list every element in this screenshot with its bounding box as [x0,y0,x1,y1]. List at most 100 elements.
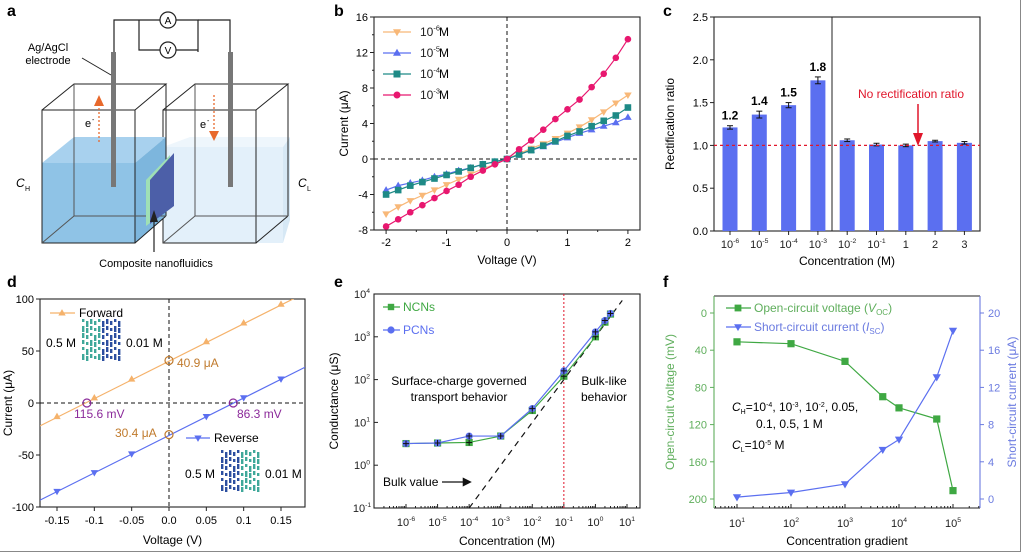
y-tick-label: 4 [362,119,368,131]
data-point [406,198,415,205]
data-point [932,374,941,382]
legend-unit: M [439,67,449,81]
legend-marker [387,303,395,311]
inset-stripe [257,466,260,470]
y-tick-label: 0 [362,154,368,166]
y-left-tick-label: 0 [701,308,707,320]
region-label-bulk-1: Bulk-like [581,374,627,388]
inset-stripe [110,335,113,341]
legend-label: 10-5 [420,45,440,60]
x-tick-label: 2 [932,239,938,251]
data-point [90,393,99,401]
y-tick-label: 0.5 [693,183,708,195]
data-point [949,487,957,495]
data-point [239,395,248,402]
inset-stripe [221,485,224,491]
data-point [443,187,450,195]
x-tick-label: 104 [891,517,907,530]
x-tick-label: -0.1 [85,515,104,527]
voltmeter-icon: V [159,41,177,59]
inset-stripe [249,466,252,472]
inset-stripe [245,471,248,477]
bar [927,141,943,231]
y-tick-label: 100 [354,459,370,472]
inset-stripe [233,466,236,472]
data-label: 1.4 [751,94,768,108]
inset-stripe [233,452,236,456]
inset-stripe [229,464,232,467]
x-tick-label: 0.05 [196,515,217,527]
data-point [479,167,487,174]
inset-stripe [225,487,228,492]
data-point [786,489,796,497]
data-point [624,35,632,43]
annotation-text: No rectification ratio [858,87,964,101]
inset-left-label: 0.5 M [46,336,76,350]
inset-stripe [98,319,101,322]
y-left-tick-label: 120 [689,420,707,432]
legend-label-reverse: Reverse [214,431,259,445]
data-point [787,340,795,348]
x-tick-label: 10-5 [750,238,769,251]
error-cross [601,317,608,324]
data-point [454,176,463,184]
annotation-circle [228,398,238,408]
x-tick-label: 102 [783,517,799,530]
data-point [394,204,402,211]
data-point [527,146,535,154]
inset-stripe [94,335,97,341]
x-tick-label: 0.15 [270,515,291,527]
data-point [895,404,903,412]
inset-stripe [102,335,105,339]
electron-arrow-up-icon [94,95,104,142]
y-axis-label: Rectification ratio [663,78,677,170]
y-tick-label: 8 [362,83,368,95]
inset-stripe [94,349,97,353]
y-right-tick-label: 20 [988,308,1000,320]
data-label: 1.8 [810,60,827,74]
x-tick-label: 2 [625,237,631,249]
data-point [588,83,595,91]
inset-stripe [257,487,260,492]
note-ch-line2: 0.1, 0.5, 1 M [756,417,823,431]
panel-a: a A V [7,3,311,270]
voltmeter-label: V [165,46,172,57]
composite-membrane [146,153,174,226]
x-tick-label: 0.1 [236,515,251,527]
series-pcns [402,309,615,448]
data-point [948,327,958,335]
inset-stripe [225,459,228,464]
note-cl: CL=10-5 M [732,438,785,454]
x-tick-label: -2 [381,237,391,249]
inset-stripe [233,480,236,484]
inset-stripe [114,333,117,338]
y-tick-label: -50 [18,450,34,462]
error-cross [466,433,473,440]
x-axis-label: Voltage (V) [477,253,536,267]
inset-stripe [245,464,248,467]
y-tick-label: -100 [12,502,34,514]
inset-stripe [94,342,97,347]
y-tick-label: 103 [354,331,370,344]
inset-stripe [110,356,113,359]
data-point [552,137,559,145]
legend-label: Short-circuit current (ISC) [754,320,885,336]
y-tick-label: 12 [356,48,368,60]
inset-stripe [106,326,109,330]
error-cross [434,440,441,447]
inset-stripe [90,347,93,352]
annotation-arrow-icon [913,133,923,146]
data-point [277,376,285,383]
inset-stripe [102,349,105,355]
data-point [576,96,583,103]
data-point [419,201,426,209]
inset-stripe [221,471,224,475]
inset-stripe [229,485,232,489]
inset-stripe [245,457,248,461]
note-ch-line1: CH=10-4, 10-3, 10-2, 0.05, [732,400,858,416]
panel-d-chart: d -0.15 -0.1 -0.05 0.0 0.05 0.1 0.15 -100 -50 0 50… [1,274,306,547]
data-point [612,118,620,126]
left-electrode [111,52,116,187]
data-point [576,128,583,135]
inset-stripe [241,459,244,464]
